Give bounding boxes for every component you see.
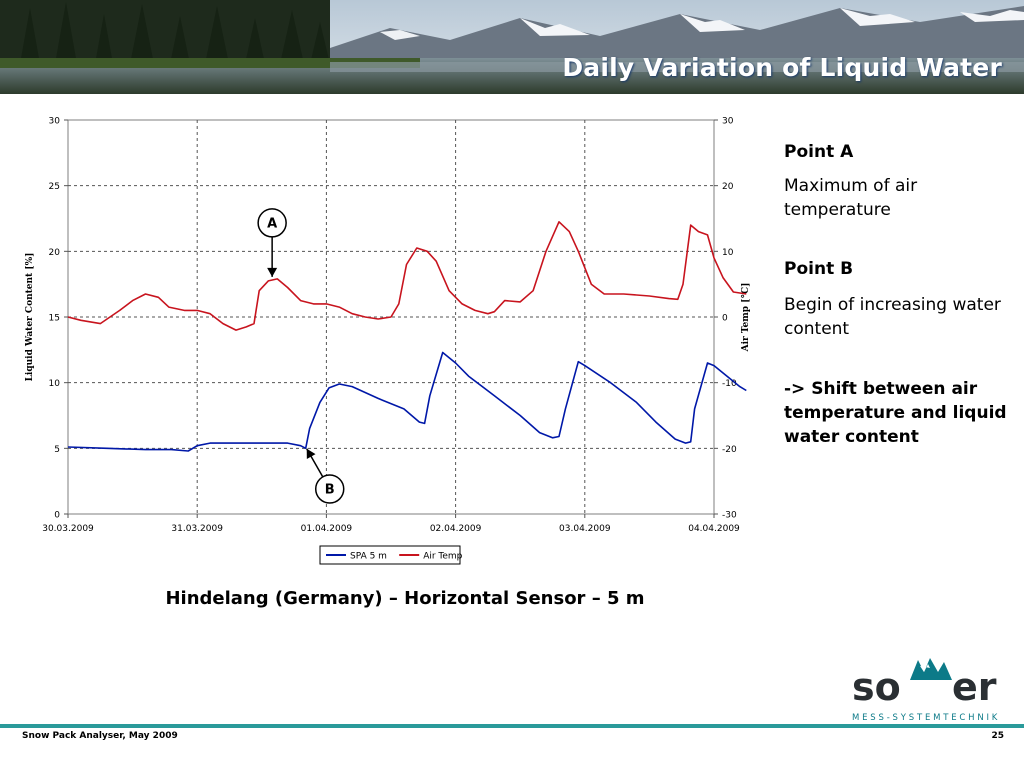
annotation-label-a: A [267, 216, 277, 231]
logo-tagline: MESS-SYSTEMTECHNIK [852, 713, 1000, 723]
left-tick-label: 5 [54, 445, 60, 455]
chart-axes: 0 5 10 15 20 25 30 -30 -20 -10 0 10 20 30 30.03.2009 31… [25, 117, 751, 535]
left-tick-label: 10 [49, 379, 61, 389]
left-tick-label: 20 [49, 248, 61, 258]
right-tick-label: -20 [722, 445, 737, 455]
x-tick-label: 01.04.2009 [301, 524, 353, 534]
legend-box [319, 545, 461, 565]
x-tick-label: 30.03.2009 [42, 524, 94, 534]
annotation-arrowhead-a [267, 267, 278, 277]
left-tick-label: 0 [54, 511, 60, 521]
legend-label: Air Temp [423, 552, 462, 562]
x-tick-label: 31.03.2009 [171, 524, 223, 534]
right-tick-label: 10 [722, 248, 734, 258]
point-a-text: Maximum of air temperature [784, 176, 918, 220]
svg-text:er: er [952, 665, 997, 709]
annotation-label-b: B [325, 483, 335, 498]
right-tick-label: -30 [722, 511, 737, 521]
annotation-arrowhead-b [306, 448, 316, 460]
left-tick-label: 25 [49, 182, 60, 192]
x-tick-label: 04.04.2009 [688, 524, 740, 534]
legend-label: SPA 5 m [350, 552, 387, 562]
point-a-title: Point A [784, 142, 854, 162]
annotation-marker-b [314, 474, 345, 504]
header-banner [0, 0, 1024, 94]
right-tick-label: 0 [722, 314, 728, 324]
chart: 0 5 10 15 20 25 30 -30 -20 -10 0 10 20 30 30.03.2009 31… [25, 117, 751, 565]
x-tick-label: 02.04.2009 [430, 524, 482, 534]
mountain-lake-photo [0, 0, 1024, 94]
svg-text:so: so [852, 665, 901, 709]
page-number: 25 [991, 731, 1004, 741]
annotation-marker-a [257, 208, 287, 238]
conclusion-text: -> Shift between air temperature and liq… [784, 379, 1007, 447]
chart-caption: Hindelang (Germany) – Horizontal Sensor … [165, 588, 645, 609]
y-axis-right-label: Air Temp [°C] [741, 283, 751, 353]
chart-series [67, 221, 747, 452]
footer-divider [0, 724, 1024, 728]
x-tick-label: 03.04.2009 [559, 524, 611, 534]
right-tick-label: 20 [722, 182, 734, 192]
point-b-text: Begin of increasing water content [784, 295, 1001, 339]
left-tick-label: 15 [49, 314, 60, 324]
slide-title: Daily Variation of Liquid Water [562, 53, 1002, 82]
footer-text: Snow Pack Analyser, May 2009 [22, 731, 178, 741]
point-b-title: Point B [784, 259, 854, 279]
y-axis-left-label: Liquid Water Content [%] [25, 253, 35, 382]
left-tick-label: 30 [49, 117, 61, 127]
series-line-spa-5-m [67, 351, 747, 452]
chart-annotations: AB [257, 208, 345, 504]
right-tick-label: -10 [722, 379, 737, 389]
sommer-logo: so er MESS-SYSTEMTECHNIK [852, 658, 1000, 723]
notes-panel: Point A Maximum of air temperature Point… [784, 140, 1020, 449]
right-tick-label: 30 [722, 117, 734, 127]
chart-legend: SPA 5 m Air Temp [319, 545, 463, 565]
series-line-air-temp [67, 221, 747, 331]
